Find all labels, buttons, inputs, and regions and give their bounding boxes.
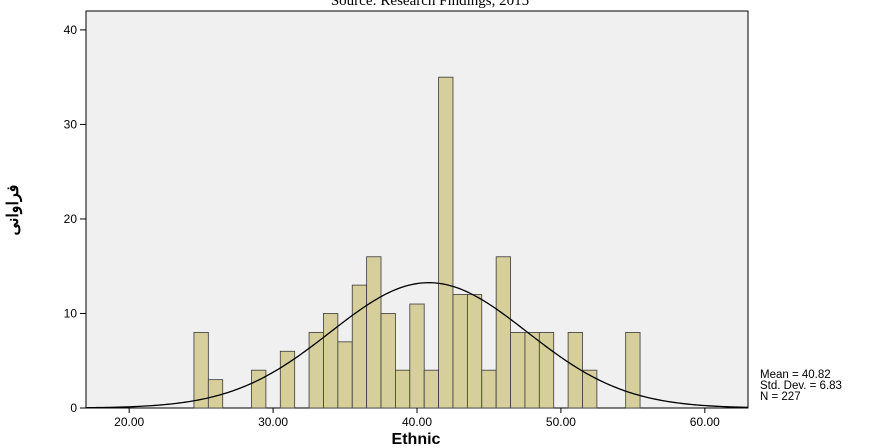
y-tick-label: 0 <box>70 401 77 415</box>
histogram-bar <box>207 379 224 409</box>
histogram-bar <box>337 341 353 409</box>
histogram-bar <box>395 369 411 409</box>
x-axis-title: Ethnic <box>392 431 441 448</box>
histogram-bar <box>510 331 526 409</box>
y-tick-label: 10 <box>64 306 78 320</box>
histogram-bar <box>625 331 641 409</box>
x-tick-label: 50.00 <box>546 415 576 429</box>
histogram-bar <box>438 76 454 409</box>
stats-n: N = 227 <box>760 391 801 403</box>
histogram-bar <box>351 284 368 409</box>
histogram-bar <box>380 313 396 409</box>
x-tick-label: 40.00 <box>402 415 432 429</box>
x-tick-label: 20.00 <box>114 415 144 429</box>
histogram-bar <box>582 369 598 409</box>
y-axis: 0 10 20 30 40 <box>64 23 86 415</box>
histogram-bar <box>538 331 555 409</box>
histogram-bar <box>524 331 540 409</box>
y-tick-label: 30 <box>64 117 78 131</box>
normal-curve <box>85 282 749 409</box>
histogram-bar <box>251 369 267 409</box>
stats-mean: Mean = 40.82 <box>760 369 831 381</box>
histogram-bar <box>466 294 483 409</box>
x-axis: 20.00 30.00 40.00 50.00 60.00 <box>114 408 720 429</box>
stats-std-dev: Std. Dev. = 6.83 <box>760 380 842 392</box>
histogram-bar <box>193 331 209 409</box>
y-tick-label: 20 <box>64 212 78 226</box>
y-tick-label: 40 <box>64 23 78 37</box>
histogram-bar <box>366 256 382 409</box>
histogram-bar <box>452 294 468 409</box>
histogram-bar <box>409 303 425 409</box>
y-axis-title: فراوانی <box>5 185 23 236</box>
histogram-bars <box>193 76 641 409</box>
histogram-bar <box>423 369 439 409</box>
x-tick-label: 60.00 <box>690 415 720 429</box>
histogram-bar <box>481 369 497 409</box>
x-tick-label: 30.00 <box>258 415 288 429</box>
stats-box: Mean = 40.82 Std. Dev. = 6.83 N = 227 <box>760 369 842 403</box>
source-note: Source: Research Findings, 2015 <box>331 0 529 9</box>
histogram-bar <box>495 256 511 409</box>
